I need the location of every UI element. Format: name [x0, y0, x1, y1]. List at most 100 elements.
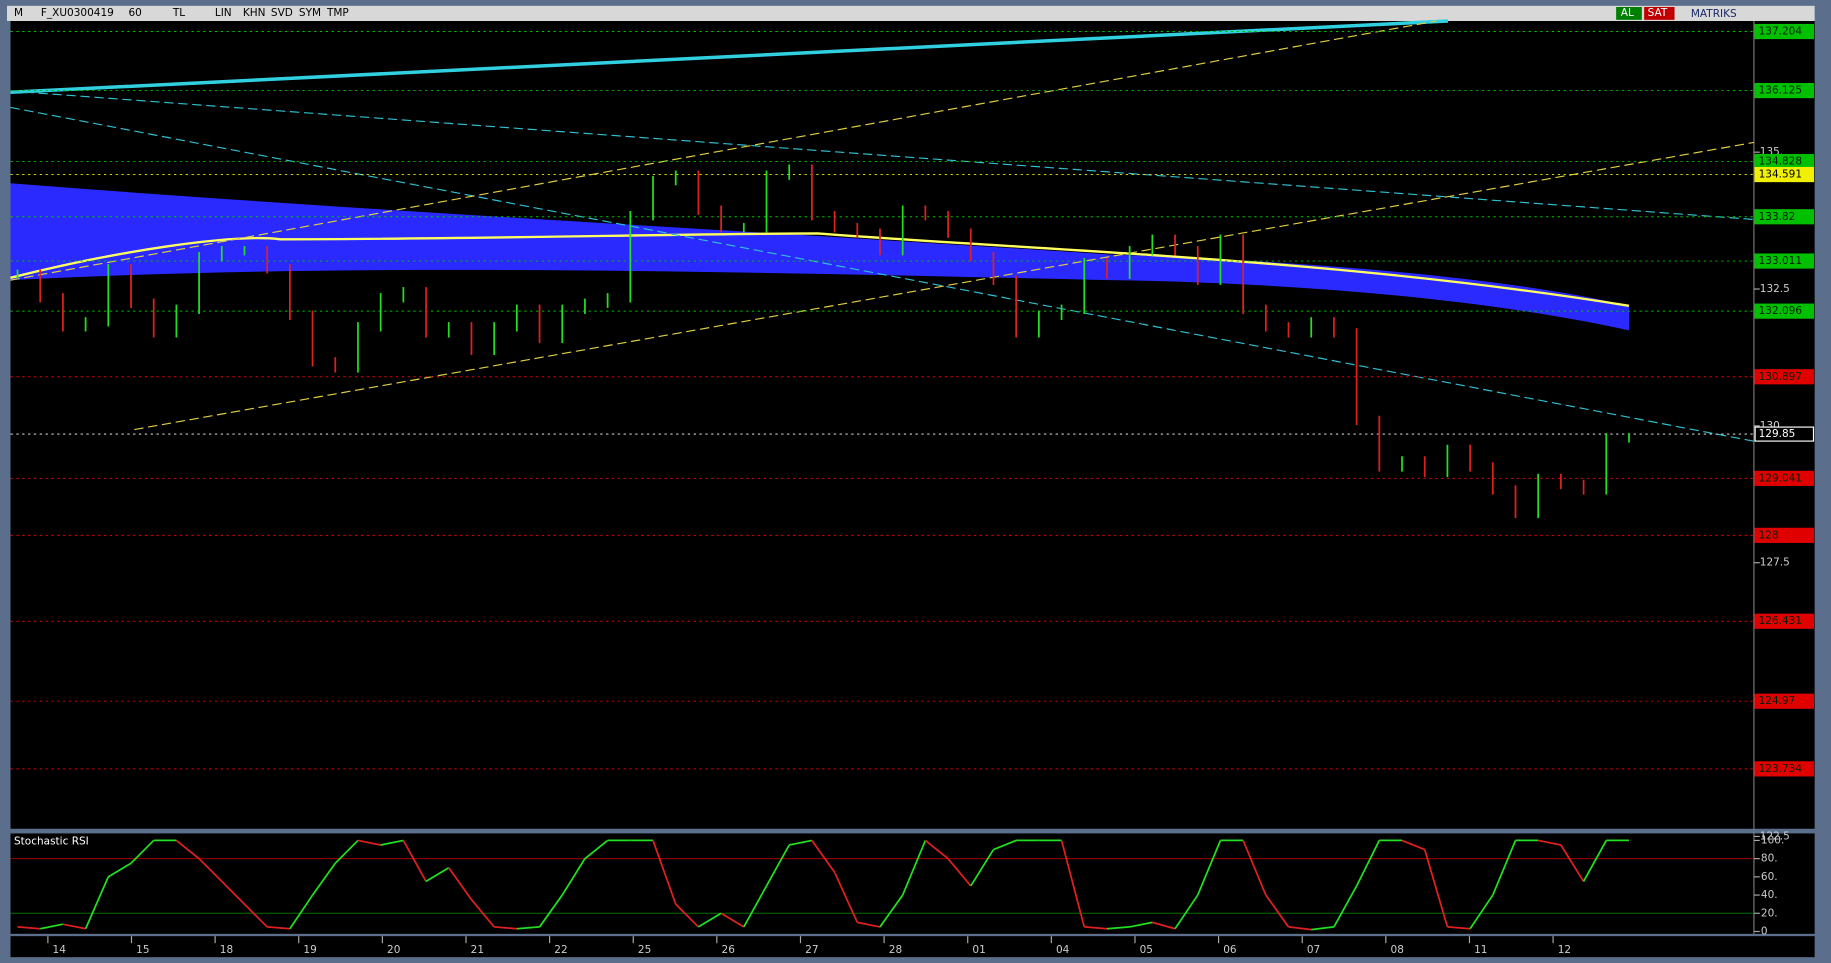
rsi-segment — [1152, 921, 1176, 930]
toolbar-button[interactable]: LIN — [215, 7, 232, 19]
rsi-segment — [470, 899, 495, 928]
date-label: 22 — [554, 944, 567, 956]
rsi-segment — [561, 858, 586, 896]
trend-line — [10, 19, 1449, 94]
level-box — [1754, 166, 1815, 183]
rsi-segment — [221, 880, 246, 905]
level-label: 132.096 — [1759, 305, 1803, 317]
menu[interactable]: M — [14, 7, 23, 19]
level-box — [1754, 613, 1815, 629]
rsi-segment — [697, 912, 722, 928]
level-box — [1754, 82, 1815, 99]
date-label: 25 — [638, 944, 651, 956]
rsi-segment — [243, 903, 268, 928]
level-box — [1754, 761, 1815, 777]
level-label: 134.828 — [1759, 156, 1802, 168]
sell-label[interactable]: SAT — [1648, 7, 1668, 19]
trend-line — [10, 106, 1755, 442]
rsi-segment — [857, 921, 881, 928]
rsi-segment — [1447, 926, 1471, 930]
ma-ribbon — [10, 183, 1629, 331]
level-label: 130.897 — [1759, 371, 1802, 383]
currency[interactable]: TL — [172, 7, 185, 19]
date-label: 12 — [1558, 944, 1571, 956]
trend-line — [10, 90, 1754, 221]
rsi-segment — [652, 840, 677, 905]
level-label: 133.011 — [1759, 255, 1802, 267]
rsi-segment — [1174, 894, 1199, 930]
y-tick-label: 135. — [1760, 146, 1783, 158]
date-label: 27 — [805, 944, 818, 956]
brand: MATRIKS — [1691, 8, 1737, 20]
buy-button[interactable] — [1616, 7, 1642, 20]
rsi-segment — [833, 871, 859, 923]
rsi-segment — [789, 839, 813, 846]
level-label: 124.97 — [1759, 695, 1796, 707]
rsi-segment — [402, 840, 427, 882]
trend-line — [134, 141, 1755, 431]
date-label: 07 — [1307, 944, 1320, 956]
toolbar-button[interactable]: SVD — [271, 7, 293, 19]
rsi-segment — [1288, 926, 1312, 931]
level-box — [1754, 527, 1815, 543]
y-tick-label: 130 — [1760, 420, 1780, 432]
rsi-segment — [175, 839, 200, 860]
rsi-panel — [10, 833, 1815, 934]
trend-line — [10, 20, 1437, 281]
rsi-tick-label: 20. — [1761, 907, 1778, 919]
level-label: 133.82 — [1759, 211, 1796, 223]
rsi-segment — [516, 926, 540, 930]
period[interactable]: 60 — [128, 7, 141, 19]
toolbar-button[interactable]: SYM — [299, 7, 321, 19]
date-label: 26 — [722, 944, 736, 956]
rsi-segment — [1242, 840, 1267, 896]
rsi-segment — [1196, 840, 1222, 896]
toolbar-button[interactable]: TMP — [326, 7, 349, 19]
rsi-segment — [40, 923, 64, 930]
toolbar-button[interactable]: KHN — [243, 7, 266, 19]
rsi-segment — [538, 894, 563, 928]
sell-button[interactable] — [1644, 7, 1675, 20]
rsi-segment — [924, 839, 949, 860]
y-tick-label: 132.5 — [1760, 283, 1790, 295]
rsi-segment — [1084, 926, 1108, 930]
rsi-segment — [267, 926, 290, 930]
y-tick-label: 127.5 — [1760, 557, 1790, 569]
level-label: 123.734 — [1759, 763, 1803, 775]
rsi-tick-label: 0 — [1761, 925, 1768, 937]
rsi-segment — [62, 923, 86, 930]
rsi-tick-label: 40. — [1761, 889, 1778, 901]
date-label: 15 — [136, 944, 149, 956]
date-label: 04 — [1056, 944, 1070, 956]
rsi-segment — [1469, 894, 1494, 930]
rsi-segment — [130, 839, 155, 864]
rsi-segment — [1560, 844, 1585, 882]
date-label: 01 — [972, 944, 985, 956]
level-label: 134.591 — [1759, 169, 1802, 181]
level-box — [1754, 426, 1815, 442]
rsi-segment — [448, 867, 473, 901]
rsi-segment — [584, 839, 609, 860]
rsi-segment — [1265, 894, 1290, 928]
level-box — [1754, 209, 1815, 225]
rsi-segment — [1060, 840, 1086, 928]
rsi-segment — [1311, 926, 1335, 931]
date-label: 11 — [1474, 944, 1487, 956]
ma-line — [10, 232, 1630, 307]
level-label: 137.204 — [1759, 26, 1803, 38]
rsi-segment — [1106, 926, 1130, 930]
rsi-segment — [494, 926, 517, 930]
buy-label[interactable]: AL — [1621, 7, 1634, 19]
rsi-segment — [1129, 921, 1153, 928]
symbol[interactable]: F_XU0300419 — [41, 7, 114, 19]
rsi-segment — [947, 858, 972, 887]
rsi-segment — [1333, 885, 1358, 928]
date-axis — [10, 936, 1815, 958]
rsi-tick-label: 80. — [1761, 853, 1778, 865]
rsi-segment — [357, 839, 381, 846]
date-label: 19 — [303, 944, 316, 956]
rsi-segment — [334, 839, 359, 864]
rsi-segment — [380, 839, 404, 846]
